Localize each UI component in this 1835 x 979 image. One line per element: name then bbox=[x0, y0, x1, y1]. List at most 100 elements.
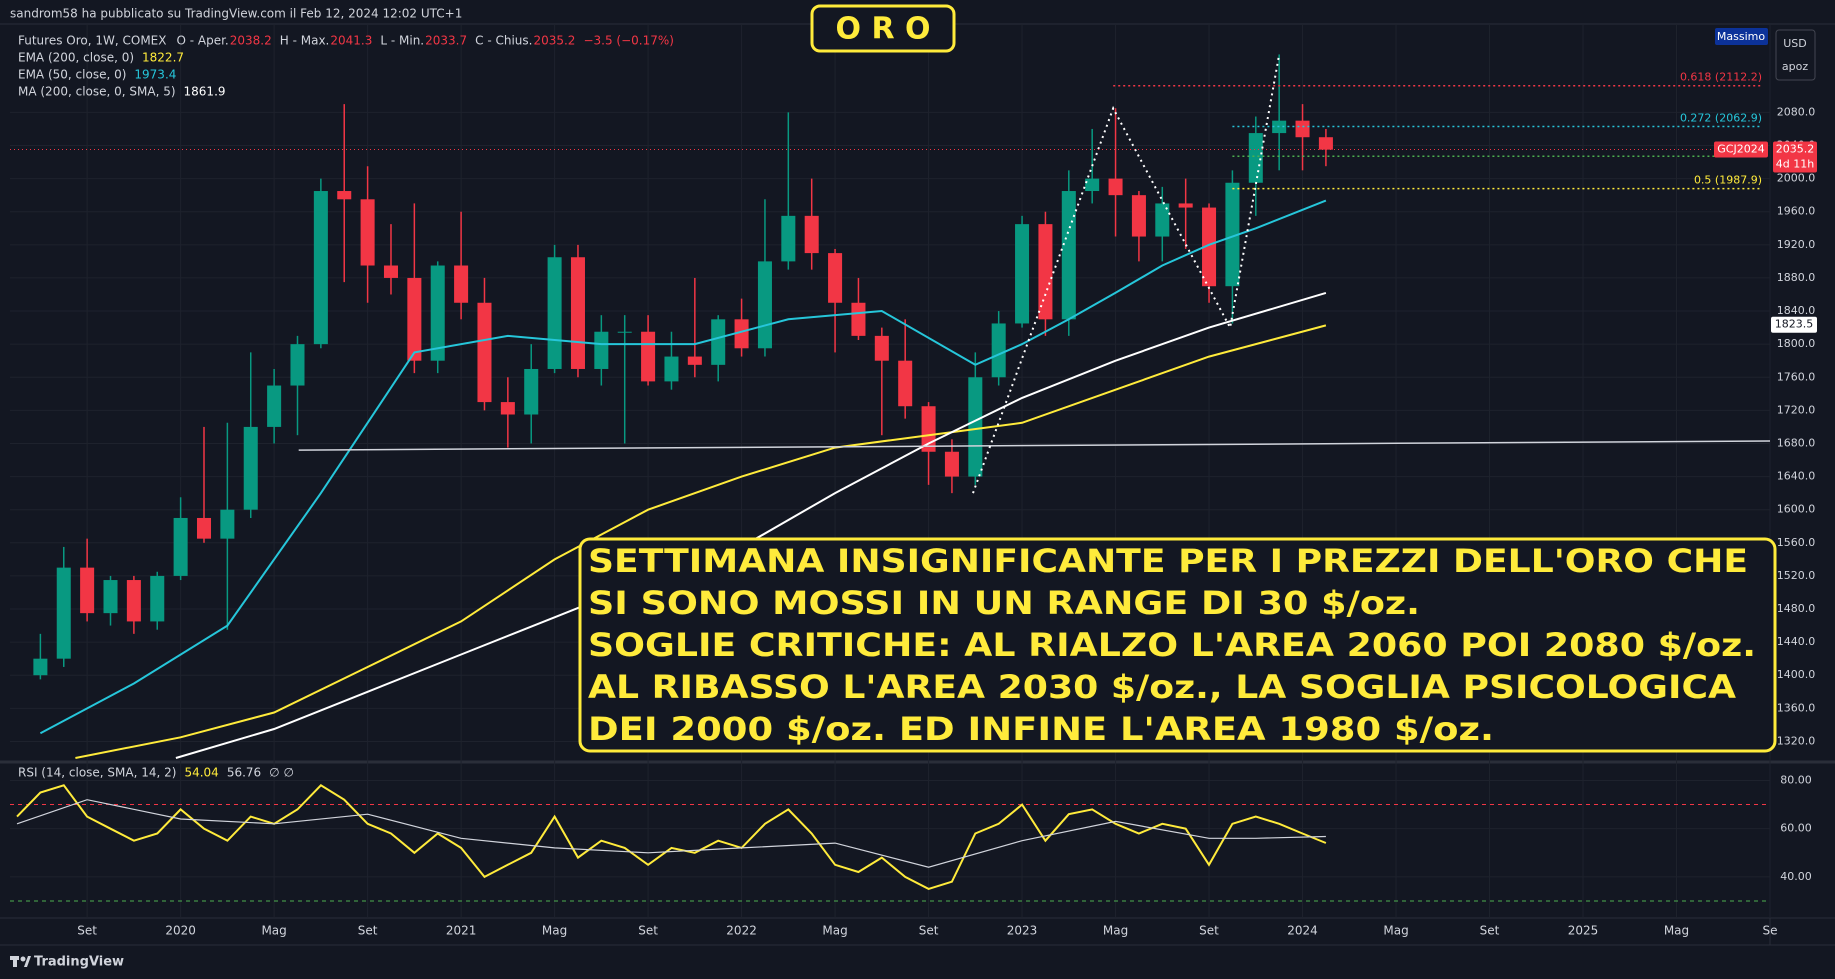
indicator-value: 54.04 bbox=[184, 766, 218, 780]
ohlc-value: 2038.2 bbox=[230, 34, 272, 48]
candle-body bbox=[454, 265, 469, 303]
candle-body bbox=[617, 331, 632, 333]
x-tick-label: 2021 bbox=[446, 924, 477, 938]
brand: TradingView bbox=[34, 955, 124, 970]
annotation-line: SOGLIE CRITICHE: AL RIALZO L'AREA 2060 P… bbox=[588, 626, 1756, 664]
indicator-name: RSI (14, close, SMA, 14, 2) bbox=[18, 766, 176, 780]
y-tick-label: 1480.0 bbox=[1777, 602, 1816, 615]
candle-body bbox=[1155, 203, 1170, 237]
x-tick-label: Set bbox=[1199, 924, 1219, 938]
candle-body bbox=[921, 406, 936, 452]
x-tick-label: Mag bbox=[1383, 924, 1408, 938]
x-tick-label: Set bbox=[638, 924, 658, 938]
candle-body bbox=[383, 265, 398, 278]
y-tick-label: 1840.0 bbox=[1777, 304, 1816, 317]
candle-body bbox=[267, 385, 282, 427]
currency-box[interactable] bbox=[1775, 29, 1816, 81]
symbol: Futures Oro, 1W, COMEX bbox=[18, 34, 166, 48]
y-tick-label: 1920.0 bbox=[1777, 238, 1816, 251]
candle-body bbox=[150, 575, 165, 622]
candle-body bbox=[664, 356, 679, 382]
candle-body bbox=[851, 302, 866, 336]
candle-body bbox=[126, 580, 141, 622]
annotation-line: SETTIMANA INSIGNIFICANTE PER I PREZZI DE… bbox=[588, 542, 1748, 580]
candle-body bbox=[1295, 120, 1310, 138]
unit: apoz bbox=[1782, 60, 1808, 73]
indicator-line bbox=[39, 199, 1327, 735]
indicator-value: 1822.7 bbox=[142, 51, 184, 65]
indicator-name: EMA (50, close, 0) bbox=[18, 68, 126, 82]
candle-body bbox=[1108, 178, 1123, 196]
ohlc-label: C - Chius. bbox=[475, 34, 532, 48]
candle-body bbox=[570, 257, 585, 369]
indicator-name: MA (200, close, 0, SMA, 5) bbox=[18, 85, 176, 99]
candle-body bbox=[196, 517, 212, 539]
high-marker-bg bbox=[1715, 28, 1768, 45]
indicator-value: 56.76 bbox=[227, 766, 261, 780]
candle-body bbox=[1015, 224, 1030, 324]
indicator-extra: ∅ ∅ bbox=[269, 766, 294, 780]
candle-body bbox=[173, 517, 188, 576]
y-tick-label: 1640.0 bbox=[1777, 470, 1816, 483]
cursor-tag: 1823.5 bbox=[1775, 318, 1814, 331]
main-pane: 1320.0 1360.0 1400.0 1440.0 1480.0 1520.0 1560… bbox=[10, 24, 1817, 938]
y-tick-label: 1560.0 bbox=[1777, 536, 1816, 549]
y-tick-label: 1600.0 bbox=[1777, 503, 1816, 516]
support-line bbox=[298, 440, 1771, 451]
y-tick-label: 1960.0 bbox=[1777, 205, 1816, 218]
x-tick-label: Set bbox=[358, 924, 378, 938]
symbol-tag: GCJ2024 bbox=[1717, 142, 1764, 155]
x-tick-label: Mag bbox=[1103, 924, 1128, 938]
candle-body bbox=[290, 344, 305, 386]
candle-body bbox=[898, 360, 913, 407]
ohlc-value: 2041.3 bbox=[330, 34, 372, 48]
ohlc-value: 2033.7 bbox=[425, 34, 467, 48]
currency: USD bbox=[1783, 37, 1807, 50]
x-tick-label: Set bbox=[77, 924, 97, 938]
candle-body bbox=[1061, 191, 1076, 320]
candle-body bbox=[547, 257, 562, 369]
y-tick-label: 2080.0 bbox=[1777, 105, 1816, 118]
y-tick-label: 1360.0 bbox=[1777, 701, 1816, 714]
y-tick-label: 1520.0 bbox=[1777, 569, 1816, 582]
candle-body bbox=[757, 261, 772, 349]
x-tick-label: Mag bbox=[822, 924, 847, 938]
candle-body bbox=[337, 191, 352, 200]
title-box bbox=[810, 4, 956, 53]
y-tick-label: 1720.0 bbox=[1777, 403, 1816, 416]
cursor-tag-bg bbox=[1771, 316, 1817, 333]
annotation-box bbox=[578, 537, 1777, 753]
annotation-line: AL RIBASSO L'AREA 2030 $/oz., LA SOGLIA … bbox=[588, 668, 1736, 706]
rsi-line bbox=[16, 799, 1326, 868]
candle-body bbox=[313, 191, 328, 345]
candle-body bbox=[641, 331, 656, 382]
indicator-value: 1973.4 bbox=[134, 68, 176, 82]
x-tick-label: 2020 bbox=[165, 924, 196, 938]
published-note: sandrom58 ha pubblicato su TradingView.c… bbox=[10, 7, 462, 21]
y-tick-label: 1880.0 bbox=[1777, 271, 1816, 284]
candle-body bbox=[500, 402, 515, 415]
change: −3.5 (−0.17%) bbox=[583, 34, 674, 48]
candle-body bbox=[220, 509, 235, 539]
candle-body bbox=[968, 377, 983, 477]
x-tick-label: 2022 bbox=[726, 924, 757, 938]
price-tag: 2035.2 bbox=[1776, 142, 1815, 155]
x-tick-label: Set bbox=[1480, 924, 1500, 938]
candle-body bbox=[594, 331, 609, 369]
annotation-line: DEI 2000 $/oz. ED INFINE L'AREA 1980 $/o… bbox=[588, 710, 1494, 748]
indicator-name: EMA (200, close, 0) bbox=[18, 51, 134, 65]
x-tick-label: 2023 bbox=[1007, 924, 1038, 938]
candle-body bbox=[1202, 207, 1217, 287]
price-tag-bg bbox=[1773, 141, 1817, 173]
y-tick-label: 2000.0 bbox=[1777, 172, 1816, 185]
x-tick-label: Mag bbox=[542, 924, 567, 938]
candle-body bbox=[430, 265, 445, 361]
brand-logo bbox=[10, 956, 31, 967]
high-marker: Massimo bbox=[1717, 30, 1765, 43]
candle-body bbox=[243, 426, 258, 510]
candle-body bbox=[734, 319, 749, 349]
candle-body bbox=[1085, 178, 1100, 192]
y-tick-label: 60.00 bbox=[1780, 822, 1812, 835]
